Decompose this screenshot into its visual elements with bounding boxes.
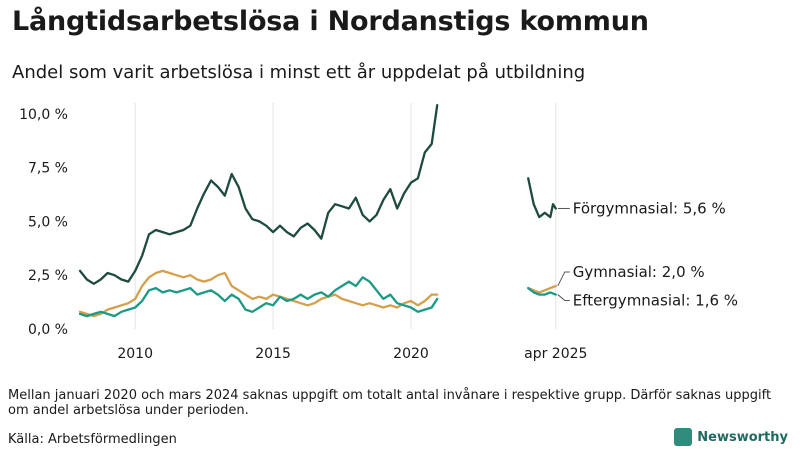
- series-line-eftergymnasial: [527, 286, 557, 296]
- series-label-gymnasial: Gymnasial: 2,0 %: [573, 263, 705, 281]
- newsworthy-logo-icon: [674, 428, 693, 446]
- series-line-gymnasial: [78, 269, 439, 318]
- x-tick-label: 2020: [393, 346, 429, 362]
- chart-subtitle: Andel som varit arbetslösa i minst ett å…: [12, 62, 586, 83]
- x-tick-label: 2010: [117, 346, 153, 362]
- series-label-forgymnasial: Förgymnasial: 5,6 %: [573, 199, 726, 217]
- y-tick-label: 0,0 %: [28, 322, 68, 338]
- y-axis: 0,0 % 2,5 % 5,0 % 7,5 % 10,0 %: [19, 107, 68, 338]
- series-line-gymnasial: [527, 284, 557, 294]
- x-axis: 2010 2015 2020 apr 2025: [117, 346, 587, 362]
- series-line-eftergymnasial: [78, 276, 439, 318]
- series-end-labels: Förgymnasial: 5,6 % Gymnasial: 2,0 % Efter…: [573, 199, 738, 309]
- source-note: Källa: Arbetsförmedlingen: [8, 432, 177, 447]
- leader-line-eftergymnasial: [557, 294, 570, 302]
- brand-logo: Newsworthy: [674, 428, 788, 446]
- leader-line-gymnasial: [557, 271, 570, 287]
- y-tick-label: 7,5 %: [28, 161, 68, 177]
- y-tick-label: 2,5 %: [28, 268, 68, 284]
- series-lines: [78, 104, 557, 318]
- footnote: Mellan januari 2020 och mars 2024 saknas…: [8, 388, 772, 418]
- x-tick-label: 2015: [255, 346, 291, 362]
- series-label-eftergymnasial: Eftergymnasial: 1,6 %: [573, 292, 738, 310]
- line-chart: 0,0 % 2,5 % 5,0 % 7,5 % 10,0 % 2010 2015 2020 a…: [19, 103, 738, 362]
- x-tick-label: apr 2025: [524, 346, 587, 362]
- brand-name: Newsworthy: [697, 429, 788, 445]
- y-tick-label: 5,0 %: [28, 214, 68, 230]
- series-line-forgymnasial: [527, 177, 557, 219]
- chart-title: Långtidsarbetslösa i Nordanstigs kommun: [12, 6, 649, 37]
- series-line-forgymnasial: [78, 104, 439, 285]
- gridlines: [134, 103, 557, 329]
- y-tick-label: 10,0 %: [19, 107, 68, 123]
- label-leaders: [557, 207, 570, 302]
